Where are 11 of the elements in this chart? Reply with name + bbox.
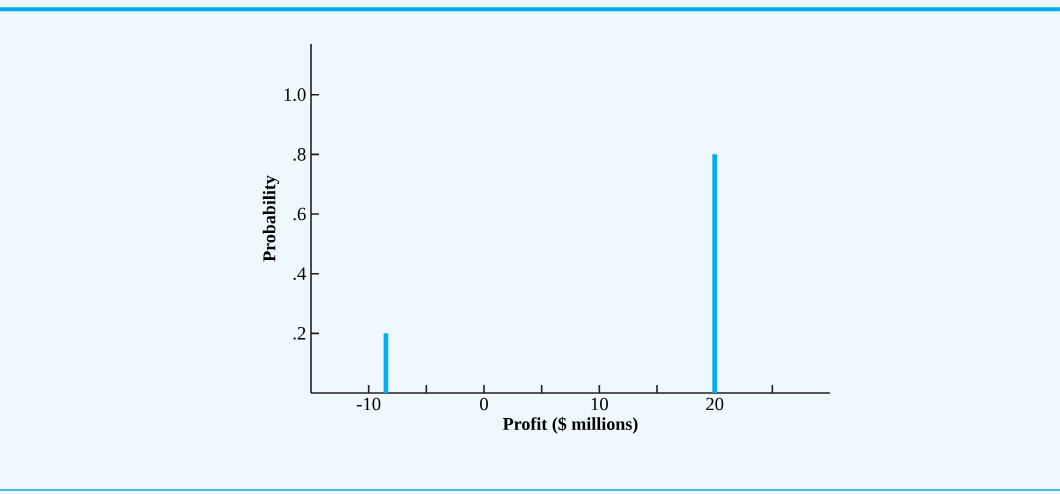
y-axis-title: Probability — [262, 175, 280, 262]
y-tick-label: .8 — [293, 148, 306, 161]
y-tick-label: .4 — [293, 267, 307, 280]
y-tick-label: 1.0 — [284, 88, 306, 102]
x-axis-title: Profit ($ millions) — [502, 416, 638, 434]
x-tick-label: 10 — [591, 397, 608, 411]
y-tick-label: .6 — [293, 207, 306, 221]
x-tick-label: -10 — [356, 397, 381, 411]
x-tick-label: 20 — [706, 397, 724, 411]
y-tick-label: .2 — [293, 327, 306, 340]
x-tick-label: 0 — [480, 397, 488, 411]
